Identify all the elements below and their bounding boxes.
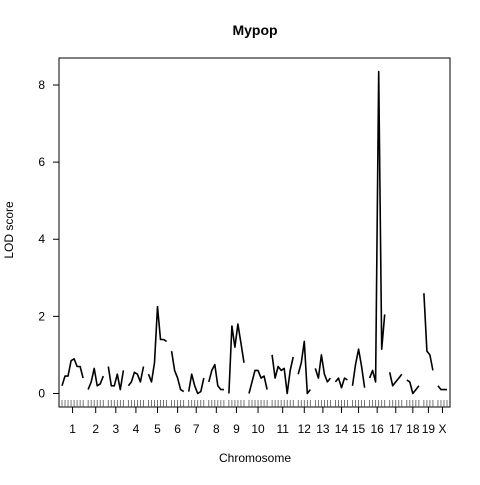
- x-tick-label: 9: [233, 422, 240, 436]
- lod-curve: [170, 350, 185, 393]
- lod-curve: [147, 305, 168, 383]
- lod-curve: [228, 323, 245, 394]
- x-tick-label: 3: [112, 422, 119, 436]
- lod-curve: [61, 357, 84, 387]
- x-tick-label: 1: [69, 422, 76, 436]
- x-tick-label: 6: [174, 422, 181, 436]
- x-tick-label: 8: [213, 422, 220, 436]
- y-tick-label: 6: [38, 155, 45, 169]
- lod-curve: [314, 354, 332, 383]
- x-tick-label: 10: [251, 422, 265, 436]
- y-tick-label: 8: [38, 78, 45, 92]
- lod-curve: [127, 366, 145, 387]
- lod-curve: [87, 367, 105, 390]
- y-tick-label: 2: [38, 309, 45, 323]
- x-axis-title: Chromosome: [219, 451, 291, 465]
- lod-curve: [187, 373, 205, 395]
- x-tick-label: 5: [154, 422, 161, 436]
- chart-title: Mypop: [232, 22, 277, 38]
- lod-curve: [406, 379, 420, 395]
- x-tick-label: 16: [370, 422, 384, 436]
- y-tick-label: 0: [38, 387, 45, 401]
- lod-curve: [437, 385, 447, 391]
- x-tick-label: 13: [316, 422, 330, 436]
- plot-frame: [58, 57, 451, 408]
- x-tick-label: 2: [92, 422, 99, 436]
- lod-curve: [368, 70, 386, 383]
- lod-curve: [271, 354, 294, 395]
- y-tick-label: 4: [38, 232, 45, 246]
- x-tick-label: 18: [406, 422, 420, 436]
- lod-curve: [297, 340, 311, 395]
- x-tick-label: 19: [422, 422, 436, 436]
- lod-curve: [388, 372, 403, 387]
- x-tick-label: 4: [133, 422, 140, 436]
- x-tick-label: 11: [276, 422, 289, 436]
- lod-curve: [107, 366, 125, 391]
- lod-curve: [208, 363, 224, 391]
- lod-curve: [334, 377, 348, 389]
- lod-curve: [248, 369, 268, 394]
- x-tick-label: 17: [389, 422, 403, 436]
- lod-curve: [423, 293, 434, 371]
- x-tick-label: 12: [298, 422, 312, 436]
- x-tick-label: X: [438, 422, 446, 436]
- x-tick-label: 14: [335, 422, 349, 436]
- x-tick-label: 7: [193, 422, 200, 436]
- y-axis-title: LOD score: [2, 201, 16, 259]
- x-tick-label: 15: [352, 422, 366, 436]
- lod-curve: [351, 348, 366, 388]
